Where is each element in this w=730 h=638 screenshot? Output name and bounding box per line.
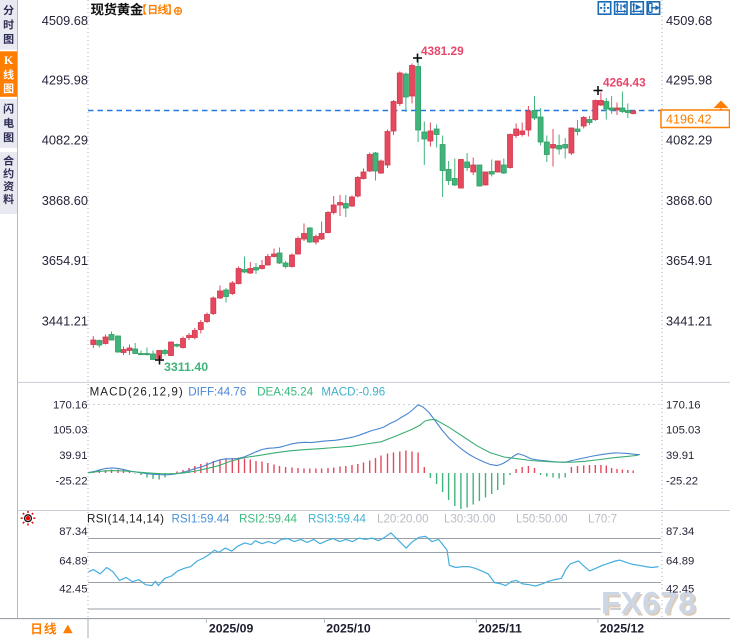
svg-text:4509.68: 4509.68 <box>666 13 712 28</box>
svg-text:4082.29: 4082.29 <box>666 133 712 148</box>
svg-text:-25.22: -25.22 <box>55 476 87 488</box>
svg-text:MACD:-0.96: MACD:-0.96 <box>321 385 385 398</box>
svg-text:3441.21: 3441.21 <box>42 314 88 329</box>
svg-text:3868.60: 3868.60 <box>42 193 88 208</box>
svg-text:87.34: 87.34 <box>666 526 694 538</box>
svg-text:RSI(14,14,14): RSI(14,14,14) <box>87 513 164 526</box>
svg-text:39.91: 39.91 <box>59 450 87 462</box>
svg-text:K: K <box>4 53 14 67</box>
svg-text:2025/09: 2025/09 <box>209 621 254 635</box>
svg-text:2025/11: 2025/11 <box>478 621 522 635</box>
svg-text:L50:50.00: L50:50.00 <box>516 513 568 526</box>
svg-text:3654.91: 3654.91 <box>666 253 712 268</box>
svg-text:3654.91: 3654.91 <box>42 253 88 268</box>
svg-text:MACD(26,12,9): MACD(26,12,9) <box>90 385 184 398</box>
svg-text:FX678: FX678 <box>601 585 696 621</box>
svg-text:42.45: 42.45 <box>59 583 87 595</box>
svg-text:3441.21: 3441.21 <box>666 314 712 329</box>
svg-text:4295.98: 4295.98 <box>666 73 712 88</box>
svg-text:105.03: 105.03 <box>666 425 701 437</box>
svg-text:87.34: 87.34 <box>59 526 87 538</box>
svg-text:64.89: 64.89 <box>666 555 694 567</box>
svg-text:4509.68: 4509.68 <box>42 13 88 28</box>
svg-text:FX678: FX678 <box>603 586 698 622</box>
svg-text:-25.22: -25.22 <box>666 476 698 488</box>
svg-text:FX678: FX678 <box>601 585 696 621</box>
svg-text:RSI3:59.44: RSI3:59.44 <box>308 513 367 526</box>
svg-text:3868.60: 3868.60 <box>666 193 712 208</box>
svg-text:4196.42: 4196.42 <box>666 113 712 127</box>
svg-text:64.89: 64.89 <box>59 555 87 567</box>
svg-text:RSI2:59.44: RSI2:59.44 <box>239 513 298 526</box>
svg-text:L70:7: L70:7 <box>588 513 617 526</box>
svg-text:42.45: 42.45 <box>666 583 694 595</box>
svg-text:4381.29: 4381.29 <box>421 44 464 58</box>
svg-text:170.16: 170.16 <box>53 399 88 411</box>
svg-text:2025/10: 2025/10 <box>326 621 371 635</box>
svg-text:DIFF:44.76: DIFF:44.76 <box>188 385 246 398</box>
svg-text:4082.29: 4082.29 <box>42 133 88 148</box>
svg-text:4295.98: 4295.98 <box>42 73 88 88</box>
svg-text:DEA:45.24: DEA:45.24 <box>257 385 314 398</box>
svg-text:105.03: 105.03 <box>53 425 88 437</box>
svg-text:4264.43: 4264.43 <box>603 76 646 90</box>
svg-text:2025/12: 2025/12 <box>600 621 645 635</box>
svg-text:3311.40: 3311.40 <box>164 360 208 374</box>
svg-text:RSI1:59.44: RSI1:59.44 <box>172 513 231 526</box>
svg-text:L30:30.00: L30:30.00 <box>444 513 496 526</box>
svg-text:170.16: 170.16 <box>666 399 701 411</box>
svg-text:39.91: 39.91 <box>666 450 694 462</box>
svg-text:L20:20.00: L20:20.00 <box>377 513 429 526</box>
